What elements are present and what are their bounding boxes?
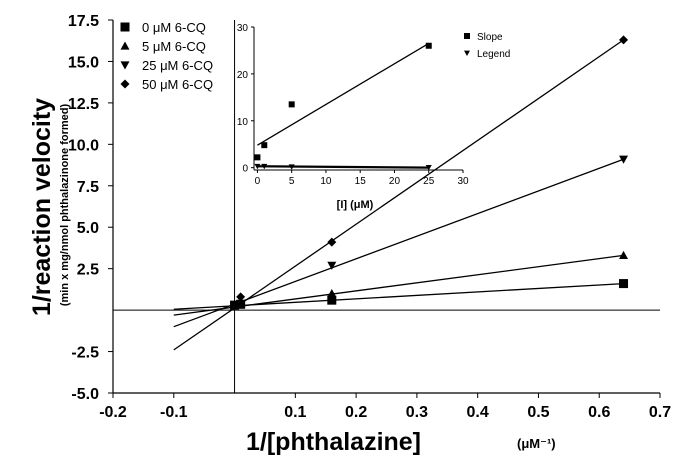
y-tick-label: 5.0 — [77, 220, 99, 237]
x-tick-label: -0.2 — [99, 404, 127, 421]
inset-data-point-series-0 — [288, 101, 295, 108]
inset-data-point-series-1 — [288, 164, 295, 170]
inset-data-point-series-1 — [425, 165, 432, 171]
x-tick-label: 0.1 — [284, 404, 306, 421]
data-point-series-0 — [619, 279, 629, 289]
legend-label-0: 0 μM 6-CQ — [142, 20, 206, 35]
inset-data-point-series-0 — [425, 42, 432, 49]
inset-data-point-series-0 — [254, 154, 261, 161]
y-axis-title: 1/reaction velocity — [28, 98, 56, 316]
inset-data-point-series-1 — [254, 163, 261, 170]
series-line-1 — [173, 254, 624, 316]
x-tick-label: -0.1 — [160, 404, 188, 421]
data-point-series-1 — [327, 289, 337, 298]
y-tick-label: 12.5 — [68, 96, 99, 113]
legend-marker-1 — [120, 41, 130, 50]
data-point-series-0 — [327, 295, 337, 305]
inset-legend-marker-1 — [464, 50, 470, 56]
main-axes: -0.2 -0.1 0.1 0.2 0.3 0.4 0.5 0.6 0.7 -5.0 -2.5 2.5… — [68, 13, 671, 421]
inset-x-tick-label: 20 — [389, 176, 401, 187]
y-tick-label: 10.0 — [68, 137, 99, 154]
x-tick-label: 0.7 — [649, 404, 671, 421]
y-tick-label: 2.5 — [77, 262, 99, 279]
data-point-series-3 — [327, 237, 337, 247]
main-series-lines — [173, 39, 624, 351]
legend-label-2: 25 μM 6-CQ — [142, 58, 213, 73]
legend-marker-3 — [120, 79, 130, 89]
legend-marker-2 — [120, 61, 130, 70]
inset-x-tick-label: 10 — [320, 176, 332, 187]
y-tick-label: -2.5 — [71, 345, 99, 362]
y-axis-title-text: 1/reaction velocity — [28, 98, 56, 316]
inset-legend-marker-0 — [464, 33, 470, 39]
inset-chart: 0 5 10 15 20 25 30 0 10 20 30 Slope Legend — [237, 23, 511, 187]
data-point-series-3 — [230, 300, 240, 310]
y-tick-label: 7.5 — [77, 179, 99, 196]
x-tick-label: 0.4 — [467, 404, 489, 421]
legend-marker-0 — [120, 22, 130, 32]
inset-series-line-0 — [257, 42, 430, 146]
data-point-series-2 — [327, 261, 337, 270]
data-point-series-2 — [236, 299, 246, 308]
data-point-series-3 — [619, 35, 629, 45]
x-axis-title: 1/[phthalazine] — [246, 428, 421, 456]
inset-x-tick-label: 5 — [289, 176, 295, 187]
x-tick-label: 0.2 — [345, 404, 367, 421]
inset-legend-label-0: Slope — [477, 32, 503, 43]
x-tick-label: 0.5 — [527, 404, 549, 421]
main-legend: 0 μM 6-CQ 5 μM 6-CQ 25 μM 6-CQ 50 μM 6-CQ — [120, 20, 213, 92]
series-line-3 — [173, 39, 624, 351]
legend-label-1: 5 μM 6-CQ — [142, 39, 206, 54]
inset-x-tick-label: 25 — [423, 176, 435, 187]
y-tick-label: -5.0 — [71, 386, 99, 403]
y-tick-label: 17.5 — [68, 13, 99, 30]
x-tick-label: 0.3 — [406, 404, 428, 421]
legend-label-3: 50 μM 6-CQ — [142, 77, 213, 92]
main-series-points — [230, 35, 629, 310]
inset-data-point-series-1 — [261, 163, 268, 170]
inset-y-tick-label: 30 — [237, 23, 249, 34]
x-axis-unit: (μM⁻¹) — [517, 436, 556, 451]
data-point-series-3 — [236, 292, 246, 302]
inset-series-line-1 — [257, 165, 429, 169]
data-point-series-1 — [619, 250, 629, 260]
inset-x-axis-title: [I] (μM) — [337, 199, 374, 211]
inset-y-tick-label: 0 — [242, 164, 248, 175]
inset-x-tick-label: 30 — [457, 176, 469, 187]
y-axis-subtitle: (min x mg/nmol phthalazinone formed) — [59, 104, 71, 307]
inset-x-tick-label: 15 — [355, 176, 367, 187]
data-point-series-2 — [619, 155, 629, 164]
y-tick-label: 15.0 — [68, 54, 99, 71]
inset-legend-label-1: Legend — [477, 49, 510, 60]
inset-data-point-series-0 — [261, 142, 268, 149]
inset-y-tick-label: 20 — [237, 70, 249, 81]
x-tick-label: 0.6 — [588, 404, 610, 421]
inset-x-tick-label: 0 — [255, 176, 261, 187]
y-axis-subtitle-text: (min x mg/nmol phthalazinone formed) — [59, 104, 71, 307]
inset-y-tick-label: 10 — [237, 117, 249, 128]
